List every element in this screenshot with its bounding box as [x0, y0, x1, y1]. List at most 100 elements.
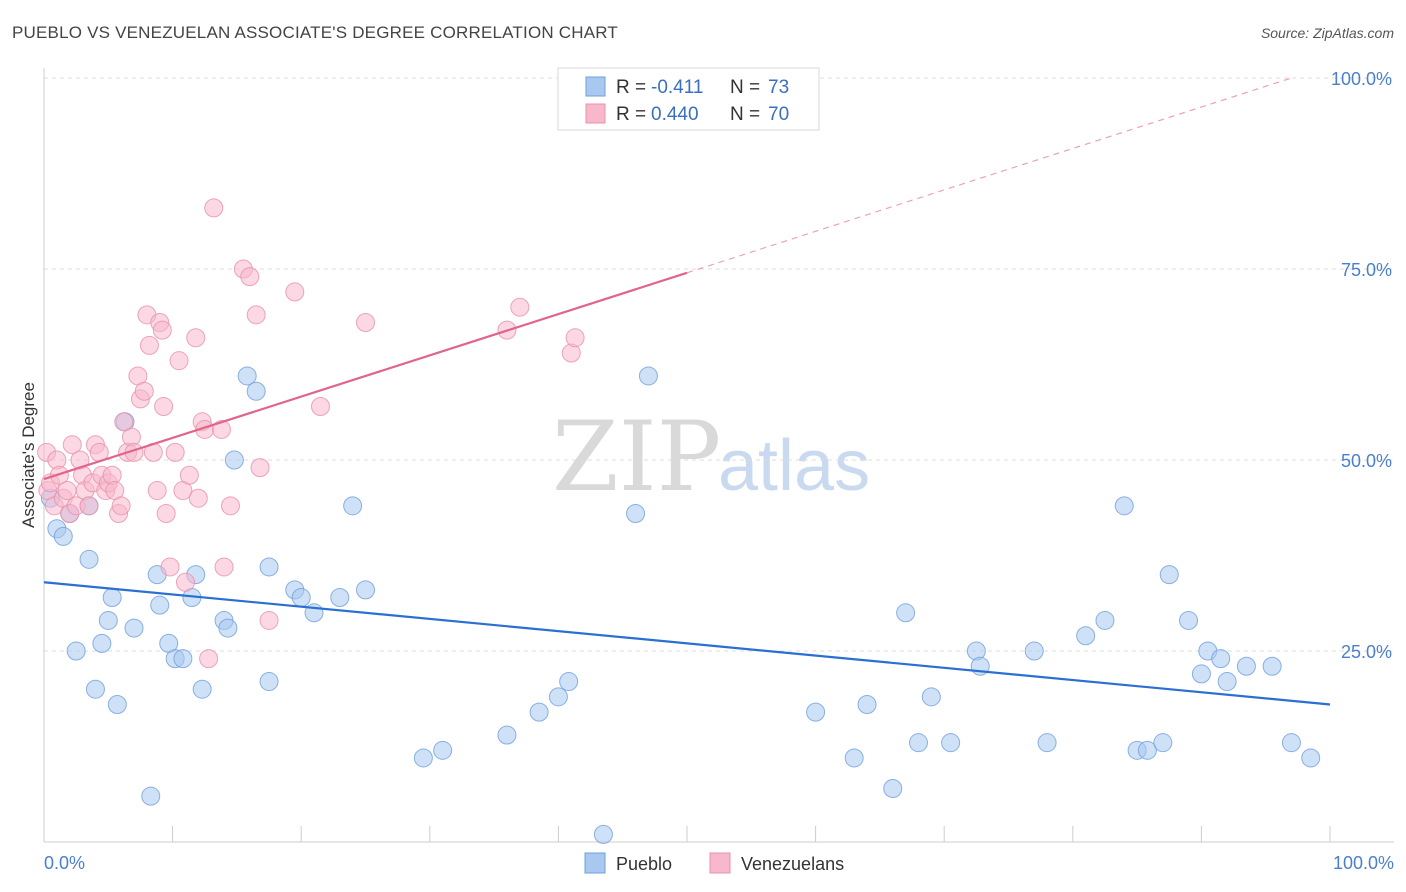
legend-n-label-venezuelans: N =: [730, 104, 760, 125]
data-point-pueblo: [1262, 656, 1282, 676]
data-point-pueblo: [638, 366, 658, 386]
data-point-pueblo: [1236, 656, 1256, 676]
data-point-venezuelans: [246, 305, 266, 325]
bottom-legend-label-venezuelans: Venezuelans: [741, 854, 844, 874]
data-point-venezuelans: [179, 465, 199, 485]
data-point-pueblo: [593, 824, 613, 844]
trend-line-pueblo: [43, 581, 1331, 706]
data-point-pueblo: [192, 679, 212, 699]
data-point-pueblo: [150, 595, 170, 615]
data-point-pueblo: [224, 450, 244, 470]
chart-source: Source: ZipAtlas.com: [1261, 25, 1394, 41]
data-point-pueblo: [941, 733, 961, 753]
data-point-venezuelans: [356, 312, 375, 332]
data-point-pueblo: [1114, 496, 1134, 516]
data-point-pueblo: [102, 588, 122, 608]
data-point-pueblo: [1076, 626, 1096, 646]
data-point-pueblo: [433, 740, 453, 760]
y-axis-label: Associate's Degree: [19, 382, 38, 528]
data-point-venezuelans: [111, 496, 131, 516]
x-tick-label-left: 0.0%: [44, 853, 85, 873]
data-point-venezuelans: [152, 320, 172, 340]
chart-title: PUEBLO VS VENEZUELAN ASSOCIATE'S DEGREE …: [12, 23, 618, 42]
legend-r-label-pueblo: R =: [616, 77, 646, 98]
data-point-pueblo: [124, 618, 144, 638]
data-point-pueblo: [291, 588, 311, 608]
data-point-pueblo: [857, 694, 877, 714]
data-point-pueblo: [548, 687, 568, 707]
x-axis-ticks: [43, 826, 1331, 842]
y-tick-label: 100.0%: [1331, 69, 1392, 89]
data-point-venezuelans: [214, 557, 234, 577]
legend: R = -0.411 N = 73 R = 0.440 N = 70: [557, 67, 820, 131]
legend-r-label-venezuelans: R =: [616, 104, 646, 125]
data-point-pueblo: [1153, 733, 1173, 753]
data-point-pueblo: [107, 694, 127, 714]
data-point-venezuelans: [259, 610, 279, 630]
data-point-venezuelans: [188, 488, 208, 508]
data-point-pueblo: [85, 679, 105, 699]
legend-swatch-venezuelans: [585, 103, 606, 124]
data-point-pueblo: [1159, 565, 1179, 585]
legend-n-value-venezuelans: 70: [768, 104, 789, 125]
data-point-pueblo: [356, 580, 375, 600]
data-point-pueblo: [1095, 610, 1115, 630]
data-point-venezuelans: [199, 649, 219, 669]
data-point-pueblo: [1137, 740, 1157, 760]
legend-n-label-pueblo: N =: [730, 77, 760, 98]
data-points: [37, 198, 1321, 844]
data-point-venezuelans: [310, 397, 330, 417]
trend-line-venezuelans: [43, 271, 688, 481]
data-point-venezuelans: [220, 496, 240, 516]
y-tick-label: 25.0%: [1341, 642, 1392, 662]
data-point-pueblo: [1179, 610, 1199, 630]
data-point-pueblo: [218, 618, 238, 638]
data-point-pueblo: [66, 641, 86, 661]
data-point-pueblo: [98, 610, 118, 630]
data-point-pueblo: [1211, 649, 1231, 669]
data-point-pueblo: [1281, 733, 1301, 753]
data-point-venezuelans: [165, 442, 185, 462]
bottom-legend-label-pueblo: Pueblo: [616, 854, 672, 874]
bottom-legend-swatch-venezuelans: [709, 852, 731, 874]
data-point-venezuelans: [240, 267, 260, 287]
data-point-pueblo: [844, 748, 864, 768]
data-point-venezuelans: [175, 572, 195, 592]
data-point-pueblo: [559, 672, 579, 692]
gridlines: [44, 77, 1394, 652]
data-point-pueblo: [626, 503, 646, 523]
data-point-pueblo: [1037, 733, 1057, 753]
data-point-pueblo: [908, 733, 928, 753]
watermark: ZIP atlas: [552, 401, 870, 513]
data-point-venezuelans: [565, 328, 585, 348]
data-point-pueblo: [896, 603, 916, 623]
data-point-pueblo: [79, 549, 99, 569]
data-point-pueblo: [883, 779, 903, 799]
data-point-pueblo: [1217, 672, 1237, 692]
legend-n-value-pueblo: 73: [768, 77, 789, 98]
data-point-venezuelans: [510, 297, 530, 317]
data-point-pueblo: [921, 687, 941, 707]
legend-r-value-venezuelans: 0.440: [651, 104, 699, 125]
y-tick-label: 50.0%: [1341, 451, 1392, 471]
data-point-pueblo: [497, 725, 517, 745]
data-point-pueblo: [237, 366, 257, 386]
x-tick-label-right: 100.0%: [1333, 853, 1394, 873]
data-point-pueblo: [53, 526, 73, 546]
data-point-pueblo: [343, 496, 363, 516]
data-point-venezuelans: [160, 557, 180, 577]
trend-extension-venezuelans: [686, 77, 1292, 274]
data-point-venezuelans: [154, 397, 174, 417]
legend-r-value-pueblo: -0.411: [651, 77, 703, 98]
watermark-zip: ZIP: [552, 401, 721, 513]
data-point-venezuelans: [285, 282, 305, 302]
data-point-pueblo: [529, 702, 549, 722]
watermark-atlas: atlas: [718, 426, 870, 506]
data-point-venezuelans: [62, 435, 82, 455]
legend-swatch-pueblo: [585, 76, 606, 97]
bottom-legend-swatch-pueblo: [584, 852, 606, 874]
data-point-pueblo: [330, 588, 350, 608]
data-point-venezuelans: [139, 335, 159, 355]
series-pueblo: [40, 366, 1321, 844]
